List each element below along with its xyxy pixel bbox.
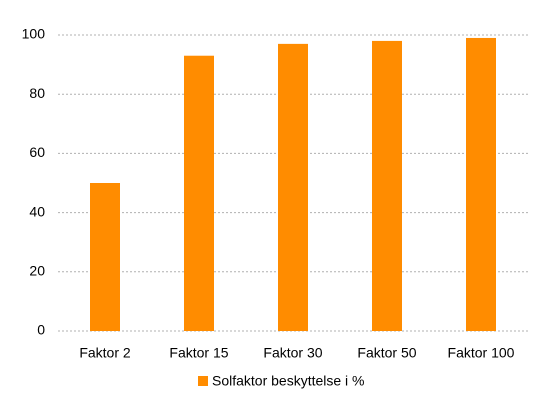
- y-tick-label: 100: [22, 26, 46, 42]
- bar: [90, 183, 120, 331]
- bar: [466, 37, 496, 332]
- legend-swatch: [198, 376, 208, 386]
- bar: [184, 55, 214, 331]
- y-tick-label: 60: [29, 144, 45, 160]
- x-tick-label: Faktor 50: [357, 345, 416, 361]
- y-tick-label: 20: [29, 263, 45, 279]
- legend-label: Solfaktor beskyttelse i %: [212, 373, 365, 389]
- legend-item: [198, 376, 208, 386]
- x-tick-label: Faktor 2: [79, 345, 131, 361]
- bar: [278, 43, 308, 331]
- y-tick-label: 80: [29, 85, 45, 101]
- x-tick-label: Faktor 30: [263, 345, 322, 361]
- x-tick-label: Faktor 100: [448, 345, 515, 361]
- y-tick-label: 0: [37, 322, 45, 338]
- x-tick-label: Faktor 15: [169, 345, 228, 361]
- y-tick-label: 40: [29, 203, 45, 219]
- bar: [372, 40, 402, 332]
